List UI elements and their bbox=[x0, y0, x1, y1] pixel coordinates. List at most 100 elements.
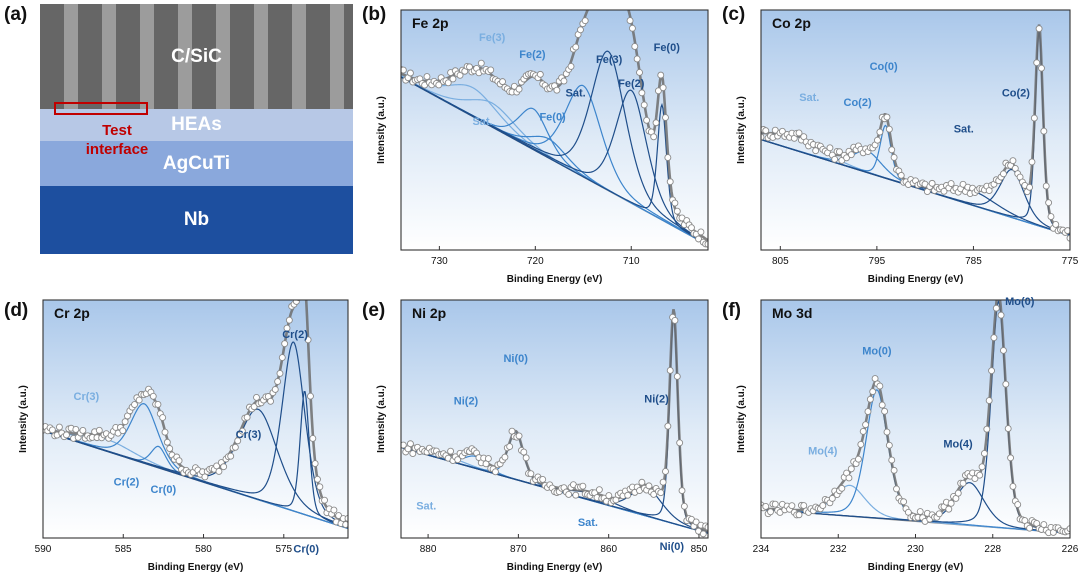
x-tick-label: 585 bbox=[115, 544, 132, 555]
data-point bbox=[835, 148, 843, 156]
layer-nb: Nb bbox=[40, 186, 353, 254]
spectrum-title: Mo 3d bbox=[772, 305, 812, 321]
data-point bbox=[1009, 482, 1017, 490]
data-point bbox=[654, 87, 662, 95]
data-point bbox=[1007, 454, 1015, 462]
component-peak-6 bbox=[43, 390, 348, 529]
data-point bbox=[831, 155, 839, 163]
data-point bbox=[631, 43, 639, 50]
data-point bbox=[662, 468, 669, 475]
data-point bbox=[159, 414, 167, 422]
cr-2p-spectrum: 590 585 580 575 Binding Energy (eV) Intensity… bbox=[18, 299, 349, 573]
data-point bbox=[638, 89, 646, 97]
data-point bbox=[522, 454, 530, 462]
data-point bbox=[342, 521, 348, 529]
data-point bbox=[671, 199, 679, 207]
data-point bbox=[311, 460, 319, 467]
data-point bbox=[885, 125, 893, 133]
data-point bbox=[447, 447, 455, 455]
data-point bbox=[565, 491, 573, 498]
data-point bbox=[1040, 521, 1048, 529]
data-point bbox=[567, 62, 575, 70]
data-point bbox=[990, 334, 998, 342]
peak-label: Sat. bbox=[566, 87, 586, 99]
data-point bbox=[300, 271, 306, 277]
plot-frame bbox=[400, 299, 709, 539]
data-point bbox=[401, 441, 407, 449]
data-point bbox=[916, 508, 924, 515]
component-peak-8 bbox=[401, 76, 708, 246]
y-axis-label: Intensity (a.u.) bbox=[736, 96, 747, 164]
data-point bbox=[79, 427, 87, 434]
data-point bbox=[454, 456, 462, 464]
data-point bbox=[487, 66, 495, 74]
peak-label: Co(0) bbox=[870, 61, 898, 73]
data-point bbox=[657, 71, 665, 79]
layer-heas-label: HEAs bbox=[171, 114, 222, 135]
data-point bbox=[1038, 64, 1045, 72]
peak-label: Mo(4) bbox=[943, 439, 973, 451]
data-point bbox=[980, 449, 988, 457]
plot-area bbox=[401, 10, 708, 250]
data-point bbox=[335, 512, 343, 519]
data-point bbox=[215, 467, 223, 475]
data-point bbox=[292, 300, 300, 305]
data-point bbox=[119, 427, 127, 435]
data-point bbox=[862, 421, 870, 429]
x-tick-label: 228 bbox=[984, 544, 1001, 555]
ni-2p-spectrum: 880 870 860 850 Binding Energy (eV) Intensity… bbox=[376, 299, 709, 573]
peak-label: Co(2) bbox=[1002, 87, 1030, 99]
data-point bbox=[945, 505, 953, 513]
peak-label: Fe(3) bbox=[596, 54, 623, 66]
data-point bbox=[477, 59, 485, 67]
data-point bbox=[234, 437, 242, 445]
peak-label: Ni(2) bbox=[454, 396, 479, 408]
data-point bbox=[983, 425, 991, 433]
data-point bbox=[435, 81, 443, 89]
data-point bbox=[854, 455, 862, 463]
data-point bbox=[539, 476, 547, 483]
data-point bbox=[876, 128, 884, 136]
data-point bbox=[407, 440, 414, 448]
data-point bbox=[1000, 170, 1007, 178]
data-point bbox=[664, 422, 672, 430]
peak-label: Sat. bbox=[472, 116, 492, 128]
panel-letter-b: (b) bbox=[362, 4, 387, 25]
data-point bbox=[175, 457, 183, 465]
data-point bbox=[1000, 347, 1007, 354]
data-point bbox=[890, 466, 898, 474]
data-point bbox=[330, 506, 338, 514]
data-point bbox=[650, 133, 658, 141]
data-point bbox=[959, 479, 967, 487]
data-point bbox=[1040, 127, 1048, 135]
plot-area bbox=[761, 10, 1070, 250]
data-point bbox=[940, 187, 948, 195]
spectrum-title: Fe 2p bbox=[412, 15, 449, 31]
x-tick-label: 590 bbox=[35, 544, 52, 555]
data-point bbox=[988, 367, 996, 375]
data-point bbox=[423, 73, 431, 81]
data-point bbox=[520, 448, 528, 456]
peak-label: Cr(0) bbox=[151, 484, 177, 496]
test-interface-marker bbox=[54, 102, 148, 115]
data-point bbox=[947, 499, 955, 507]
data-point bbox=[636, 68, 643, 76]
test-interface-label-line2: interface bbox=[85, 141, 149, 158]
data-point bbox=[881, 407, 889, 415]
data-point bbox=[48, 426, 56, 434]
data-point bbox=[843, 154, 851, 162]
data-point bbox=[673, 372, 681, 380]
data-point bbox=[978, 463, 986, 471]
data-point bbox=[761, 133, 765, 141]
data-point bbox=[626, 17, 634, 25]
data-point bbox=[671, 316, 679, 324]
plot-area bbox=[761, 300, 1070, 538]
data-point bbox=[283, 324, 291, 332]
data-point bbox=[828, 494, 836, 502]
peak-label: Sat. bbox=[578, 517, 598, 529]
data-point bbox=[771, 500, 779, 508]
data-point bbox=[869, 388, 877, 396]
data-point bbox=[652, 119, 660, 127]
x-axis-label: Binding Energy (eV) bbox=[868, 562, 964, 573]
data-point bbox=[1066, 234, 1070, 242]
